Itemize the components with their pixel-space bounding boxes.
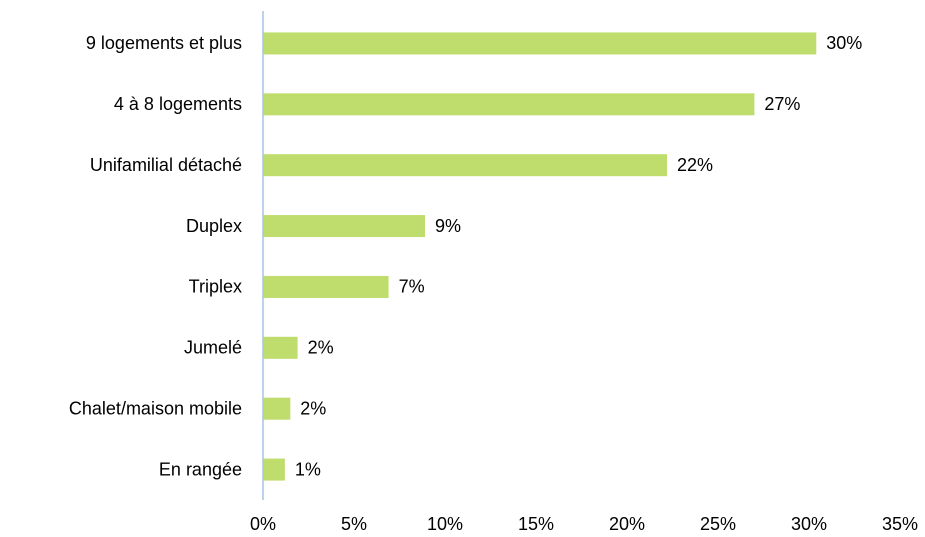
bar [263,93,755,116]
bar [263,215,425,238]
bar [263,336,298,359]
data-label: 27% [764,94,800,114]
bar [263,154,668,177]
data-label: 22% [677,155,713,175]
y-tick-label: 4 à 8 logements [114,94,242,114]
x-tick-label: 25% [700,514,736,534]
bar [263,275,389,298]
x-tick-label: 10% [427,514,463,534]
x-tick-label: 35% [882,514,918,534]
data-label: 1% [295,459,321,479]
data-label: 7% [399,277,425,297]
x-tick-label: 15% [518,514,554,534]
y-tick-label: 9 logements et plus [86,33,242,53]
bar [263,32,817,55]
bar [263,458,285,481]
y-tick-label: Unifamilial détaché [90,155,242,175]
data-label: 2% [308,338,334,358]
data-label: 2% [300,398,326,418]
y-tick-label: Jumelé [184,338,242,358]
y-tick-label: Triplex [189,277,242,297]
y-tick-label: En rangée [159,459,242,479]
data-label: 30% [826,33,862,53]
y-tick-label: Chalet/maison mobile [69,398,242,418]
x-tick-label: 20% [609,514,645,534]
x-tick-label: 5% [341,514,367,534]
data-label: 9% [435,216,461,236]
x-tick-label: 30% [791,514,827,534]
y-tick-label: Duplex [186,216,242,236]
x-tick-label: 0% [250,514,276,534]
bar [263,397,291,420]
